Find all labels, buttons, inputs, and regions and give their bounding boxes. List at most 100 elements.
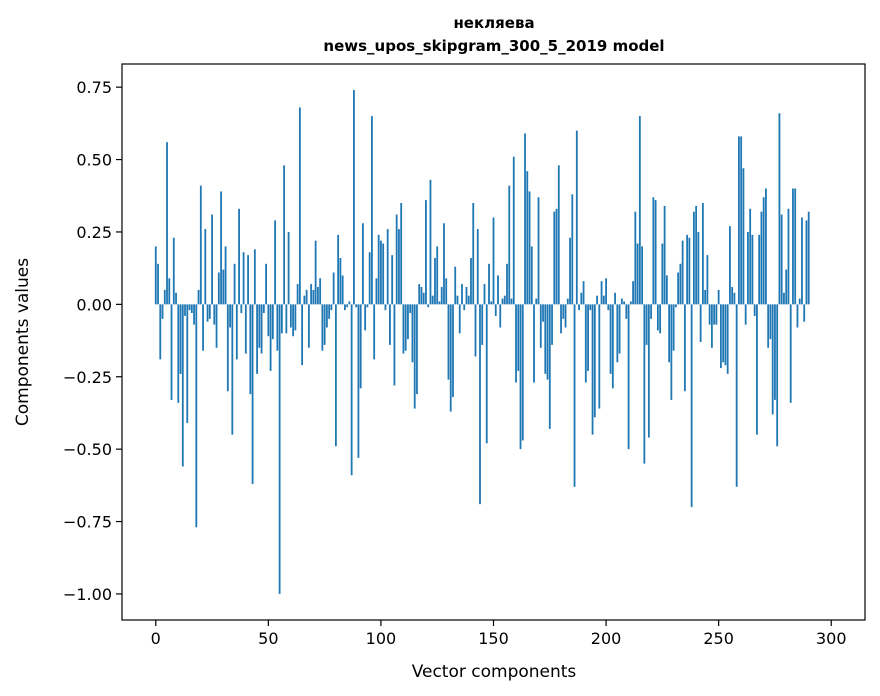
bar — [177, 304, 180, 403]
bar — [380, 240, 382, 305]
bar — [310, 284, 313, 305]
bar — [627, 304, 630, 450]
bar — [231, 304, 234, 435]
bar — [587, 304, 589, 371]
bar — [740, 136, 743, 305]
bar — [679, 263, 682, 305]
bar — [427, 304, 430, 308]
x-tick-label: 0 — [151, 629, 161, 648]
bar — [330, 304, 333, 311]
bar — [526, 171, 529, 305]
bar — [634, 211, 637, 305]
bar — [211, 214, 213, 305]
bar — [470, 258, 472, 305]
bar — [756, 304, 758, 435]
bar — [224, 246, 227, 305]
bar — [672, 304, 675, 351]
bar — [760, 211, 763, 305]
bar — [542, 304, 544, 322]
bar — [670, 304, 673, 400]
bar — [350, 304, 353, 476]
bar — [551, 304, 553, 345]
bar — [573, 304, 576, 487]
bar — [199, 185, 202, 305]
bar — [769, 304, 772, 340]
bar — [303, 295, 306, 305]
bar — [722, 304, 725, 363]
bar — [654, 200, 657, 305]
bar — [591, 304, 594, 435]
y-tick-label: −0.75 — [63, 513, 112, 532]
bar — [643, 304, 646, 464]
bar — [751, 234, 754, 305]
bar — [596, 295, 598, 305]
bar — [544, 304, 547, 374]
bar — [386, 229, 389, 305]
bar — [780, 214, 783, 305]
bar — [193, 304, 195, 325]
bar — [652, 197, 655, 305]
bar — [738, 136, 740, 305]
chart-title: некляева — [453, 14, 534, 32]
bar — [701, 203, 704, 305]
bar — [508, 185, 511, 305]
bar — [436, 246, 439, 305]
bar — [668, 304, 671, 363]
bar — [638, 116, 641, 305]
bar — [499, 304, 502, 328]
bar — [771, 304, 774, 415]
bar — [305, 289, 308, 305]
bar — [578, 304, 580, 311]
bar — [407, 304, 409, 340]
bar — [515, 304, 517, 383]
bar — [629, 301, 632, 305]
bar — [609, 304, 612, 374]
bar — [787, 208, 790, 305]
bar — [593, 304, 596, 418]
bar — [204, 229, 207, 305]
bar — [233, 263, 236, 305]
bar — [776, 304, 779, 447]
bar — [512, 156, 515, 305]
bar — [229, 304, 231, 328]
bar — [715, 304, 718, 325]
bar — [749, 208, 752, 305]
bar — [226, 304, 229, 392]
x-tick-label: 100 — [366, 629, 397, 648]
bar — [154, 246, 157, 305]
bar — [420, 286, 423, 305]
bar — [382, 243, 385, 305]
bar — [461, 284, 463, 305]
bar — [454, 266, 457, 305]
bar — [366, 304, 369, 308]
bar — [447, 304, 450, 380]
y-tick-label: −1.00 — [63, 585, 112, 604]
bar — [409, 304, 412, 314]
bar — [677, 272, 680, 305]
bar — [589, 304, 592, 311]
bar — [564, 304, 567, 328]
bar — [463, 304, 466, 311]
bar — [197, 289, 200, 305]
bar — [215, 304, 218, 348]
bar — [348, 301, 351, 305]
bar — [298, 107, 301, 305]
bar — [319, 278, 322, 305]
bar — [636, 243, 639, 305]
bar — [384, 304, 387, 311]
bar — [778, 113, 781, 305]
bar — [699, 304, 702, 342]
bar — [368, 252, 371, 305]
y-tick-label: 0.25 — [76, 223, 112, 242]
bar — [445, 278, 448, 305]
bar — [325, 304, 328, 328]
bar — [316, 286, 319, 305]
bar — [506, 263, 508, 305]
y-tick-label: 0.50 — [76, 151, 112, 170]
bar — [681, 240, 684, 305]
bar — [501, 298, 504, 305]
bar — [159, 304, 162, 360]
bar — [456, 295, 459, 305]
bar — [785, 269, 788, 305]
bar — [665, 275, 668, 305]
